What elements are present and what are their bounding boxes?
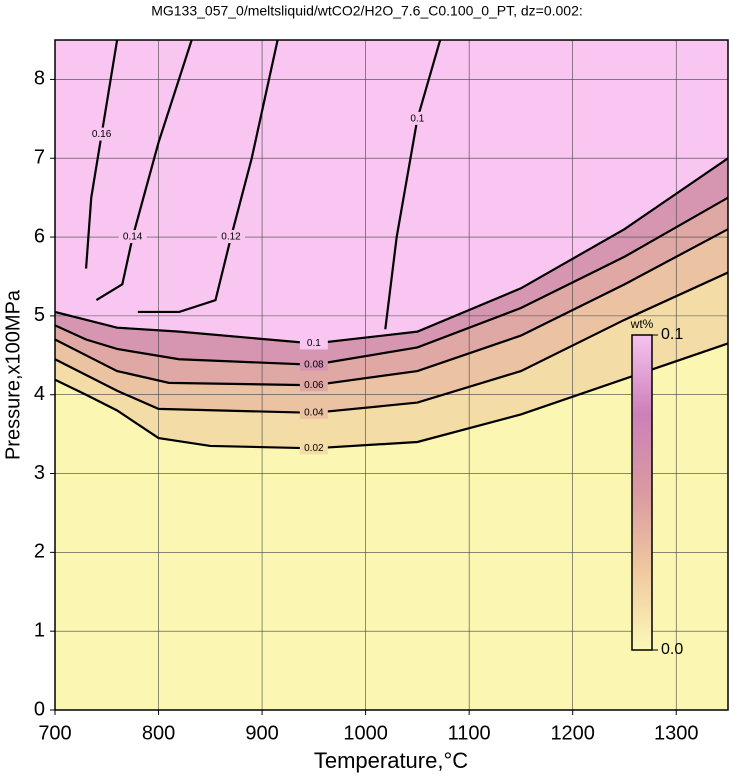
x-tick-label: 900: [245, 722, 278, 744]
y-tick-label: 5: [34, 304, 45, 326]
contour-label-bg: [87, 127, 116, 141]
contour-label: 0.08: [304, 359, 324, 370]
y-tick-label: 7: [34, 147, 45, 169]
x-axis-label: Temperature,°C: [314, 748, 468, 773]
contour-label: 0.12: [221, 232, 241, 243]
contour-label: 0.04: [304, 407, 324, 418]
contour-line: [137, 40, 279, 314]
contour-line: [384, 40, 442, 330]
contour-label: 0.1: [307, 338, 321, 349]
y-tick-label: 8: [34, 68, 45, 90]
x-tick-label: 1100: [448, 722, 491, 744]
x-tick-label: 1000: [343, 722, 388, 744]
plot-area: 0.02 0.04 0.06 0.08 0.1 0.1 0.12 0.14 0.16: [55, 40, 728, 710]
contour-label-bg: [299, 405, 328, 419]
contour-line: [55, 342, 728, 450]
y-tick-label: 2: [34, 541, 45, 563]
colorbar-label: wt%: [630, 317, 654, 331]
contour-label: 0.14: [123, 232, 143, 243]
chart-title: MG133_057_0/meltsliquid/wtCO2/H2O_7.6_C0…: [151, 3, 583, 19]
y-tick-label: 4: [34, 383, 45, 405]
contour-label-bg: [299, 357, 328, 371]
contour-label-bg: [299, 441, 328, 455]
contour-line: [84, 40, 119, 269]
colorbar: [631, 334, 653, 651]
colorbar-tick-label: 0.1: [661, 326, 683, 343]
colorbar-tick-label: 0.0: [661, 641, 683, 658]
y-tick-label: 3: [34, 462, 45, 484]
x-tick-label: 1300: [654, 722, 699, 744]
plot-frame: [54, 39, 729, 711]
contour-label: 0.16: [92, 129, 112, 140]
contour-label-bg: [118, 230, 147, 244]
x-tick-label: 1200: [550, 722, 595, 744]
x-tick-label: 700: [38, 722, 71, 744]
x-tick-label: 800: [142, 722, 175, 744]
contour-label-bg: [403, 111, 432, 125]
contour-label: 0.06: [304, 380, 324, 391]
contour-label-bg: [299, 378, 328, 392]
y-tick-label: 6: [34, 225, 45, 247]
contour-label-bg: [217, 230, 246, 244]
y-tick-label: 0: [34, 698, 45, 720]
y-axis-label: Pressure,x100MPa: [2, 289, 24, 460]
contour-label-bg: [299, 336, 328, 350]
y-tick-label: 1: [34, 619, 45, 641]
contour-label: 0.1: [410, 113, 424, 124]
contour-label: 0.02: [304, 443, 324, 454]
